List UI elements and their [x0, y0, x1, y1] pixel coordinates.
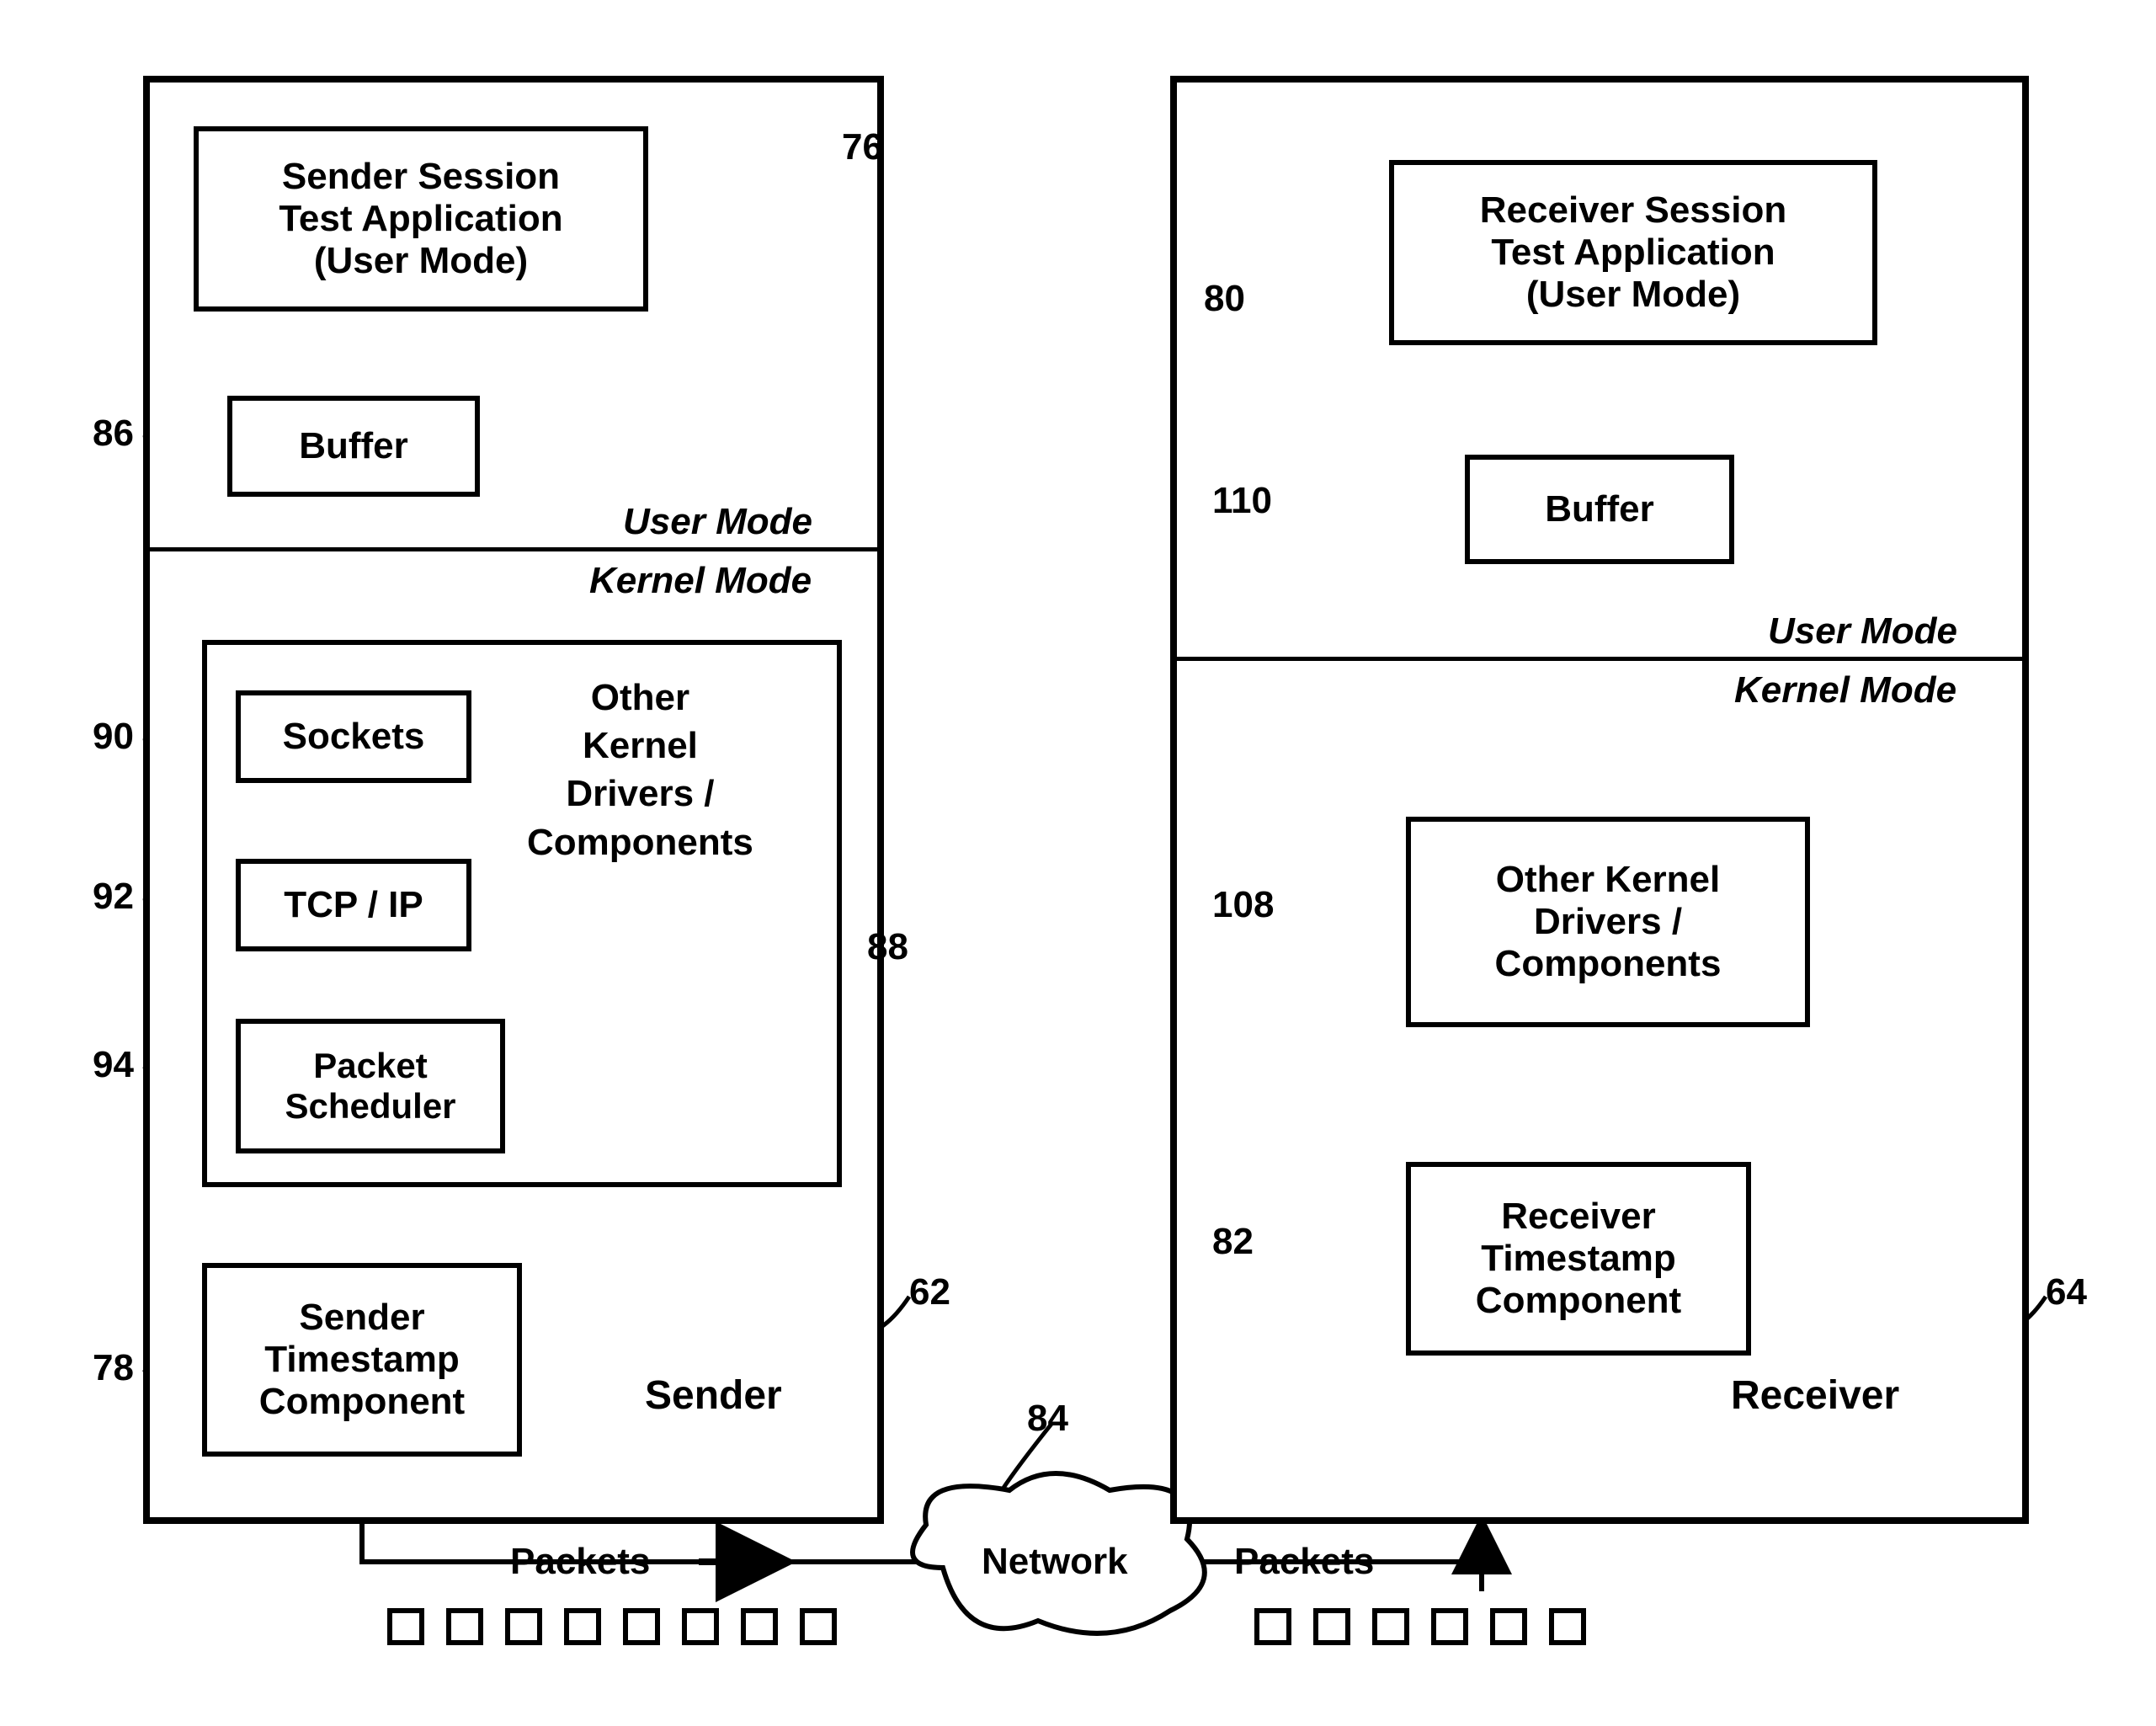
- packets-left-label: Packets: [505, 1541, 655, 1583]
- packet-square: [446, 1608, 483, 1645]
- ref-86: 86: [93, 413, 134, 455]
- sender-timestamp-box: Sender Timestamp Component: [202, 1263, 522, 1457]
- packet-square: [682, 1608, 719, 1645]
- packet-square: [505, 1608, 542, 1645]
- packets-right-label: Packets: [1229, 1541, 1379, 1583]
- receiver-user-mode: User Mode: [1768, 610, 1957, 653]
- receiver-buffer-box: Buffer: [1465, 455, 1734, 564]
- packet-scheduler-box: Packet Scheduler: [236, 1019, 505, 1153]
- ref-88: 88: [867, 926, 908, 968]
- tcpip-text: TCP / IP: [284, 884, 423, 926]
- sender-buffer-text: Buffer: [299, 425, 408, 467]
- receiver-timestamp-text: Receiver Timestamp Component: [1476, 1196, 1681, 1322]
- sockets-box: Sockets: [236, 690, 471, 783]
- receiver-mode-line: [1177, 657, 2022, 661]
- sender-app-text: Sender Session Test Application (User Mo…: [279, 156, 562, 282]
- packet-square: [800, 1608, 837, 1645]
- sender-app-box: Sender Session Test Application (User Mo…: [194, 126, 648, 312]
- sender-user-mode: User Mode: [623, 501, 812, 543]
- sender-timestamp-text: Sender Timestamp Component: [259, 1297, 465, 1423]
- tcpip-box: TCP / IP: [236, 859, 471, 951]
- network-diagram: Sender 62 Sender Session Test Applicatio…: [34, 34, 2121, 1692]
- sender-kernel-text: Other Kernel Drivers / Components: [522, 674, 759, 866]
- packet-square: [1254, 1608, 1291, 1645]
- ref-64: 64: [2046, 1271, 2087, 1313]
- ref-84: 84: [1027, 1398, 1068, 1440]
- network-label: Network: [977, 1541, 1133, 1583]
- packet-square: [1372, 1608, 1409, 1645]
- ref-80: 80: [1204, 278, 1245, 320]
- ref-76: 76: [842, 126, 883, 168]
- ref-92: 92: [93, 876, 134, 918]
- sockets-text: Sockets: [283, 716, 425, 758]
- receiver-kernel-mode: Kernel Mode: [1734, 669, 1956, 711]
- receiver-buffer-text: Buffer: [1545, 488, 1654, 530]
- packet-square: [564, 1608, 601, 1645]
- sender-mode-line: [150, 547, 877, 551]
- sender-kernel-mode: Kernel Mode: [589, 560, 812, 602]
- packet-square: [387, 1608, 424, 1645]
- receiver-kernel-text: Other Kernel Drivers / Components: [1495, 859, 1722, 985]
- receiver-kernel-box: Other Kernel Drivers / Components: [1406, 817, 1810, 1027]
- ref-78: 78: [93, 1347, 134, 1389]
- packet-square: [1313, 1608, 1350, 1645]
- receiver-app-box: Receiver Session Test Application (User …: [1389, 160, 1877, 345]
- ref-110: 110: [1212, 480, 1272, 522]
- sender-title: Sender: [640, 1372, 787, 1419]
- ref-108: 108: [1212, 884, 1274, 926]
- packet-square: [1431, 1608, 1468, 1645]
- receiver-app-text: Receiver Session Test Application (User …: [1480, 189, 1786, 316]
- ref-90: 90: [93, 716, 134, 758]
- receiver-timestamp-box: Receiver Timestamp Component: [1406, 1162, 1751, 1356]
- packet-scheduler-text: Packet Scheduler: [285, 1046, 455, 1127]
- packet-square: [1490, 1608, 1527, 1645]
- ref-62: 62: [909, 1271, 950, 1313]
- sender-buffer-box: Buffer: [227, 396, 480, 497]
- packet-square: [623, 1608, 660, 1645]
- packet-square: [1549, 1608, 1586, 1645]
- ref-94: 94: [93, 1044, 134, 1086]
- receiver-title: Receiver: [1726, 1372, 1904, 1419]
- packet-square: [741, 1608, 778, 1645]
- ref-82: 82: [1212, 1221, 1254, 1263]
